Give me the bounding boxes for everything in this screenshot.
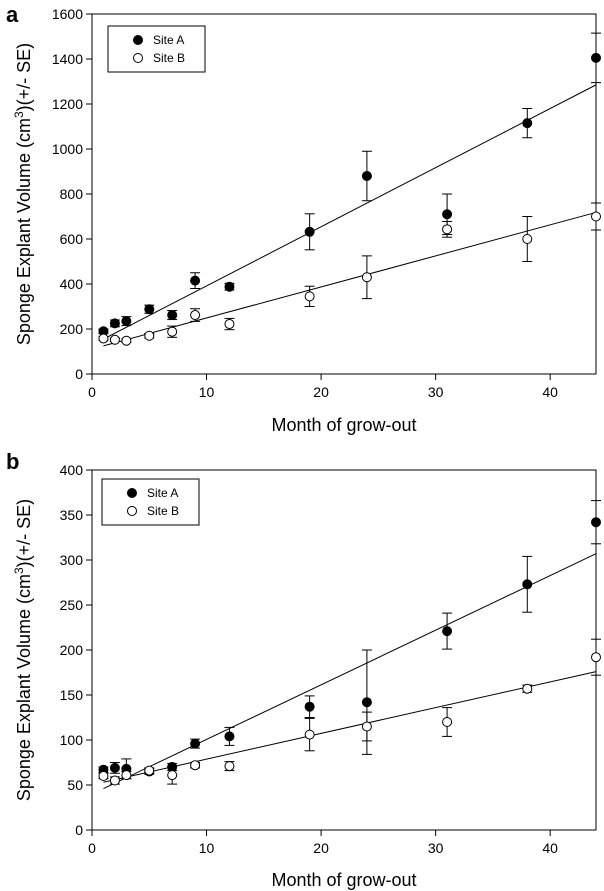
data-point — [190, 738, 201, 749]
data-point — [144, 304, 155, 315]
data-point — [224, 731, 235, 742]
y-tick-label: 200 — [60, 321, 84, 337]
y-tick-label: 300 — [60, 552, 84, 568]
data-point — [224, 319, 235, 330]
data-point — [591, 517, 601, 528]
y-tick-label: 350 — [60, 507, 84, 523]
data-point — [167, 326, 178, 337]
data-point — [109, 334, 120, 345]
x-tick-label: 40 — [542, 840, 558, 856]
y-tick-label: 0 — [75, 366, 83, 382]
data-point — [361, 272, 372, 283]
data-point — [361, 697, 372, 708]
data-point — [591, 652, 601, 663]
x-tick-label: 20 — [313, 840, 329, 856]
x-tick-label: 0 — [88, 384, 96, 400]
x-tick-label: 20 — [313, 384, 329, 400]
data-point — [224, 761, 235, 772]
data-point — [304, 729, 315, 740]
y-tick-label: 1000 — [52, 141, 83, 157]
panel-a: a 0 200 400 600 800 1000 1200 1400 1600 0 10 20 30 40 M… — [6, 2, 601, 435]
y-tick-label: 250 — [60, 597, 84, 613]
y-tick-label: 1400 — [52, 51, 83, 67]
y-tick-label: 800 — [60, 186, 84, 202]
panel-letter: b — [6, 449, 19, 474]
panel-letter: a — [6, 2, 19, 27]
data-point — [442, 717, 453, 727]
x-tick-label: 10 — [199, 840, 215, 856]
y-axis-title: Sponge Explant Volume (cm3)(+/- SE) — [12, 499, 34, 801]
data-point — [121, 335, 132, 346]
x-axis-title: Month of grow-out — [271, 415, 416, 435]
data-point — [121, 316, 132, 327]
data-point — [442, 224, 453, 235]
x-tick-label: 40 — [542, 384, 558, 400]
x-axis-title: Month of grow-out — [271, 870, 416, 890]
data-point — [591, 52, 601, 63]
x-tick-label: 30 — [428, 384, 444, 400]
data-point — [304, 701, 315, 712]
data-point — [522, 118, 533, 129]
data-point — [591, 211, 601, 222]
data-point — [98, 771, 109, 781]
data-point — [167, 770, 178, 781]
data-point — [109, 775, 120, 786]
fit-line — [103, 553, 597, 790]
y-axis-title: Sponge Explant Volume (cm3)(+/- SE) — [12, 43, 34, 345]
legend-label: Site B — [147, 504, 179, 518]
data-point — [224, 281, 235, 292]
legend-label: Site A — [153, 33, 184, 47]
y-tick-label: 0 — [75, 822, 83, 838]
y-tick-label: 400 — [60, 276, 84, 292]
y-tick-label: 1600 — [52, 6, 83, 22]
fit-line — [103, 671, 597, 783]
data-point — [190, 760, 201, 771]
legend-label: Site B — [153, 51, 185, 65]
legend-box — [107, 25, 206, 73]
data-point — [144, 330, 155, 341]
data-point — [121, 770, 132, 781]
x-tick-label: 10 — [199, 384, 215, 400]
legend-marker — [133, 53, 143, 63]
data-point — [109, 762, 120, 773]
data-point — [361, 171, 372, 181]
panel-b: b 0 50 100 150 200 250 300 350 400 0 10 20 30 40 Month … — [6, 449, 601, 890]
y-tick-label: 100 — [60, 732, 84, 748]
legend-marker — [133, 35, 143, 45]
data-point — [522, 683, 533, 694]
data-point — [304, 291, 315, 302]
y-tick-label: 150 — [60, 687, 84, 703]
x-tick-label: 0 — [88, 840, 96, 856]
data-point — [98, 333, 109, 344]
data-point — [190, 275, 201, 286]
legend-marker — [127, 506, 137, 516]
x-tick-label: 30 — [428, 840, 444, 856]
data-point — [144, 765, 155, 776]
data-point — [361, 721, 372, 732]
data-point — [190, 310, 201, 321]
data-point — [109, 318, 120, 329]
y-tick-label: 50 — [67, 777, 83, 793]
legend-label: Site A — [147, 486, 178, 500]
y-tick-label: 200 — [60, 642, 84, 658]
data-point — [522, 579, 533, 590]
legend-box — [101, 478, 200, 526]
data-point — [304, 226, 315, 237]
data-point — [442, 626, 453, 637]
y-tick-label: 600 — [60, 231, 84, 247]
data-point — [167, 310, 178, 321]
data-point — [522, 234, 533, 244]
fit-line — [103, 211, 597, 347]
legend-marker — [127, 488, 137, 498]
y-tick-label: 1200 — [52, 96, 83, 112]
y-tick-label: 400 — [60, 462, 84, 478]
fit-line — [103, 84, 597, 340]
data-point — [442, 209, 453, 220]
